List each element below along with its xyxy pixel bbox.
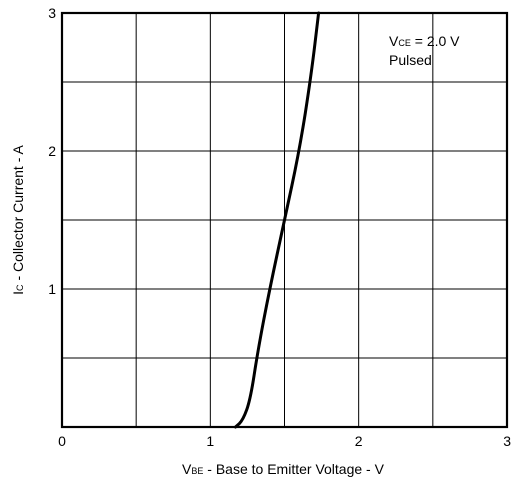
y-tick-labels: 1 2 3	[48, 5, 56, 297]
y-tick-label: 2	[48, 143, 56, 159]
grid-lines	[62, 13, 507, 427]
annotation-conditions: VCE = 2.0 V	[389, 33, 460, 49]
x-tick-label: 3	[503, 433, 511, 449]
series-line	[234, 11, 321, 429]
x-tick-label: 0	[58, 433, 66, 449]
x-axis-label: VBE - Base to Emitter Voltage - V	[182, 461, 385, 477]
x-tick-label: 2	[355, 433, 363, 449]
x-tick-label: 1	[206, 433, 214, 449]
y-axis-label: IC - Collector Current - A	[10, 145, 26, 295]
curve-layer	[234, 11, 321, 429]
plot-frame	[60, 11, 509, 429]
x-tick-labels: 0 1 2 3	[58, 433, 511, 449]
y-tick-label: 1	[48, 281, 56, 297]
annotation-pulsed: Pulsed	[389, 52, 432, 68]
y-tick-label: 3	[48, 5, 56, 21]
